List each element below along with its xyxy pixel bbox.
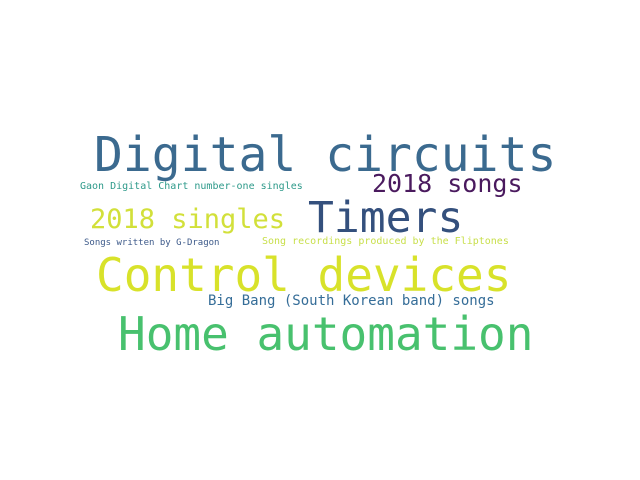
word-2018-songs: 2018 songs [372, 169, 523, 198]
word-digital-circuits: Digital circuits [94, 127, 557, 183]
word-gaon-digital-chart: Gaon Digital Chart number-one singles [80, 181, 303, 192]
word-fliptones-recordings: Song recordings produced by the Fliptone… [262, 236, 509, 247]
word-songs-written-by-g-dragon: Songs written by G-Dragon [84, 238, 220, 248]
word-timers: Timers [308, 193, 464, 243]
word-2018-singles: 2018 singles [90, 204, 286, 235]
word-big-bang-songs: Big Bang (South Korean band) songs [208, 293, 495, 309]
word-home-automation: Home automation [118, 307, 534, 361]
word-control-devices: Control devices [96, 248, 512, 302]
